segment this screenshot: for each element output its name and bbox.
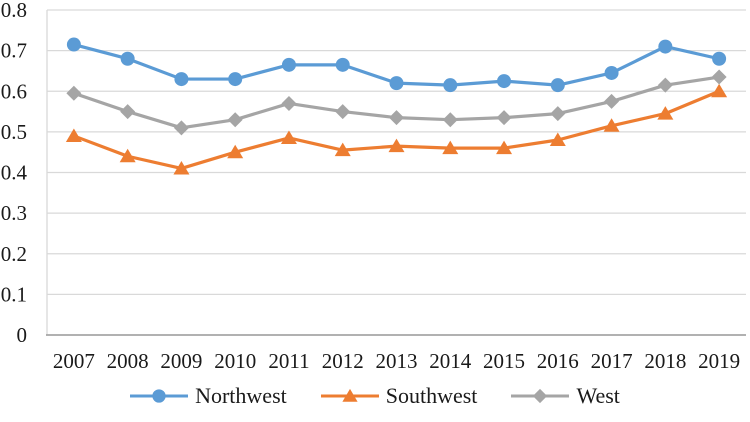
x-tick-label: 2015 <box>483 349 525 373</box>
legend-label-west: West <box>576 382 620 408</box>
y-tick-label: 0.5 <box>1 120 27 144</box>
x-tick-label: 2019 <box>698 349 740 373</box>
legend-label-southwest: Southwest <box>385 382 478 408</box>
x-tick-label: 2007 <box>53 349 95 373</box>
y-tick-label: 0.4 <box>1 161 28 185</box>
diamond-marker <box>281 95 297 111</box>
southwest-line-triangle-icon <box>320 388 379 402</box>
y-tick-label: 0 <box>17 323 28 347</box>
triangle-marker <box>711 83 728 98</box>
triangle-marker <box>119 148 136 163</box>
diamond-marker <box>550 106 566 122</box>
triangle-marker <box>227 144 244 159</box>
legend-item-west: West <box>511 382 620 408</box>
x-tick-label: 2008 <box>107 349 149 373</box>
diamond-marker <box>335 104 351 120</box>
circle-marker <box>443 78 458 93</box>
triangle-marker <box>442 140 459 155</box>
legend-label-northwest: Northwest <box>195 382 287 408</box>
circle-marker <box>120 51 135 66</box>
triangle-marker <box>496 140 513 155</box>
x-tick-label: 2009 <box>160 349 202 373</box>
triangle-marker <box>657 106 674 120</box>
triangle-marker <box>65 128 82 142</box>
diamond-marker <box>173 120 189 136</box>
diamond-marker <box>711 69 727 85</box>
northwest-line-circle-icon <box>130 388 189 403</box>
circle-marker <box>712 51 727 66</box>
diamond-marker <box>442 112 458 128</box>
y-tick-label: 0.3 <box>1 201 27 225</box>
x-tick-label: 2010 <box>214 349 256 373</box>
circle-marker <box>658 39 673 54</box>
x-tick-label: 2014 <box>429 349 472 373</box>
circle-marker <box>228 72 243 87</box>
circle-marker <box>281 57 296 72</box>
triangle-marker <box>334 142 351 157</box>
y-tick-label: 0.7 <box>1 39 27 63</box>
diamond-marker <box>657 77 673 93</box>
circle-marker <box>497 74 512 89</box>
x-tick-labels: 2007 2008 2009 2010 2011 2012 2013 2014 2015 2016… <box>53 349 740 373</box>
y-tick-label: 0.8 <box>1 0 27 22</box>
gridlines <box>47 9 746 296</box>
diamond-marker <box>604 93 620 109</box>
x-tick-label: 2016 <box>537 349 579 373</box>
diamond-marker <box>120 104 136 120</box>
diamond-marker <box>496 110 512 126</box>
circle-marker <box>604 65 619 80</box>
series-northwest <box>66 37 727 93</box>
legend-item-northwest: Northwest <box>130 382 287 408</box>
y-tick-label: 0.6 <box>1 79 27 103</box>
triangle-marker <box>549 132 566 146</box>
circle-marker <box>66 37 81 52</box>
diamond-marker <box>66 85 82 101</box>
x-tick-label: 2018 <box>644 349 686 373</box>
y-tick-label: 0.1 <box>1 282 27 306</box>
west-line-diamond-icon <box>511 388 570 403</box>
circle-marker <box>389 76 404 91</box>
plot-area: 0 0.1 0.2 0.3 0.4 0.5 0.6 0.7 0.8 2007 2008 2009 201… <box>1 0 746 373</box>
diamond-marker <box>227 112 243 128</box>
triangle-marker <box>603 118 620 132</box>
circle-marker <box>335 57 350 72</box>
triangle-marker <box>388 138 405 153</box>
series-southwest <box>65 83 728 175</box>
triangle-marker <box>342 388 358 402</box>
x-tick-label: 2011 <box>268 349 309 373</box>
triangle-marker <box>173 160 190 175</box>
legend: Northwest Southwest West <box>0 375 750 422</box>
circle-marker <box>152 388 166 403</box>
circle-marker <box>174 72 189 87</box>
diamond-marker <box>389 110 404 126</box>
x-tick-label: 2013 <box>376 349 418 373</box>
circle-marker <box>550 78 565 93</box>
triangle-marker <box>280 130 297 144</box>
y-tick-labels: 0 0.1 0.2 0.3 0.4 0.5 0.6 0.7 0.8 <box>1 0 28 347</box>
diamond-marker <box>533 388 548 403</box>
x-tick-label: 2012 <box>322 349 364 373</box>
series-line <box>72 89 721 171</box>
legend-item-southwest: Southwest <box>320 382 478 408</box>
x-tick-label: 2017 <box>591 349 633 373</box>
series-west <box>66 69 727 136</box>
y-tick-label: 0.2 <box>1 242 27 266</box>
